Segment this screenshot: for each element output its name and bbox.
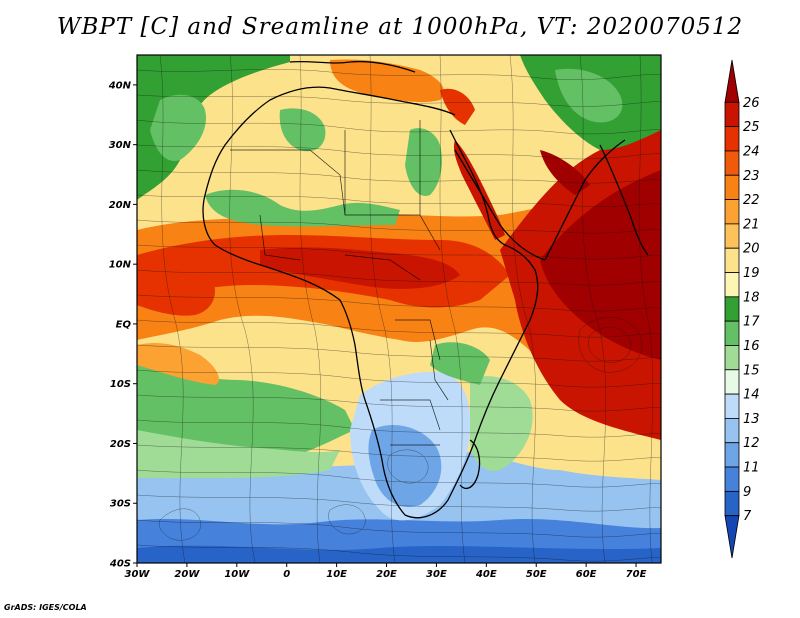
lon-axis: 30W 20W 10W 0 10E 20E 30E 40E 50E 60E 70E — [125, 563, 647, 580]
colorbar-swatch — [724, 223, 740, 249]
colorbar-swatch — [724, 515, 740, 559]
coastlines — [202, 60, 649, 519]
lon-label: 50E — [526, 569, 547, 580]
colorbar-swatch — [724, 418, 740, 444]
colorbar-swatch — [724, 466, 740, 492]
colorbar-swatch — [724, 320, 740, 346]
streamlines — [137, 55, 661, 563]
colorbar-label: 24 — [743, 144, 760, 159]
lat-label: 10S — [110, 379, 131, 390]
lat-axis: 40N 30N 20N 10N EQ 10S 20S 30S 40S — [108, 80, 137, 570]
colorbar-label: 17 — [743, 315, 760, 330]
colorbar-label: 15 — [743, 363, 760, 378]
north-africa-green — [205, 189, 400, 227]
colorbar-label: 9 — [743, 485, 751, 500]
colorbar-swatch — [724, 393, 740, 419]
colorbar-label: 23 — [743, 169, 760, 184]
lon-label: 0 — [283, 569, 290, 580]
lat-label: 20S — [110, 439, 131, 450]
lat-label: 40N — [108, 80, 132, 91]
colorbar-swatch — [724, 442, 740, 468]
colorbar-label: 21 — [743, 217, 760, 232]
map-frame — [136, 54, 662, 564]
colorbar: 26 25 24 23 22 21 20 19 18 17 16 15 14 13 12 11 9 7 — [724, 59, 760, 559]
colorbar-label: 13 — [743, 412, 760, 427]
wbpt-field — [137, 55, 661, 563]
colorbar-swatch — [724, 126, 740, 152]
colorbar-label: 18 — [743, 290, 760, 305]
colorbar-swatch — [724, 247, 740, 273]
colorbar-label: 7 — [743, 509, 752, 524]
grads-credit: GrADS: IGES/COLA — [4, 603, 87, 612]
lat-label: EQ — [116, 319, 132, 330]
lon-label: 60E — [576, 569, 597, 580]
lon-label: 30E — [426, 569, 447, 580]
colorbar-swatch — [724, 59, 740, 103]
lon-label: 10W — [224, 569, 250, 580]
lat-label: 30S — [110, 499, 131, 510]
country-borders — [230, 120, 449, 446]
colorbar-label: 22 — [743, 193, 760, 208]
colorbar-label: 19 — [743, 266, 760, 281]
colorbar-label: 26 — [743, 96, 760, 111]
chart-title: WBPT [C] and Sreamline at 1000hPa, VT: 2… — [56, 14, 744, 40]
lon-label: 40E — [475, 569, 497, 580]
colorbar-label: 14 — [743, 388, 760, 403]
colorbar-label: 20 — [743, 242, 760, 257]
colorbar-swatch — [724, 369, 740, 395]
lat-label: 20N — [109, 200, 132, 211]
lat-label: 10N — [109, 260, 132, 271]
lon-label: 20W — [174, 569, 200, 580]
colorbar-label: 25 — [743, 120, 760, 135]
lon-label: 30W — [125, 569, 151, 580]
colorbar-label: 11 — [743, 461, 760, 476]
colorbar-swatch — [724, 101, 740, 128]
colorbar-label: 12 — [743, 436, 760, 451]
colorbar-label: 16 — [743, 339, 760, 354]
colorbar-swatch — [724, 199, 740, 225]
lon-label: 20E — [376, 569, 397, 580]
colorbar-swatch — [724, 174, 740, 200]
colorbar-swatch — [724, 272, 740, 298]
colorbar-swatch — [724, 490, 740, 517]
lon-label: 70E — [626, 569, 647, 580]
lon-label: 10E — [326, 569, 347, 580]
colorbar-swatch — [724, 296, 740, 322]
lat-label: 30N — [109, 140, 132, 151]
colorbar-swatch — [724, 150, 740, 176]
colorbar-swatch — [724, 345, 740, 371]
lat-label: 40S — [109, 559, 131, 570]
